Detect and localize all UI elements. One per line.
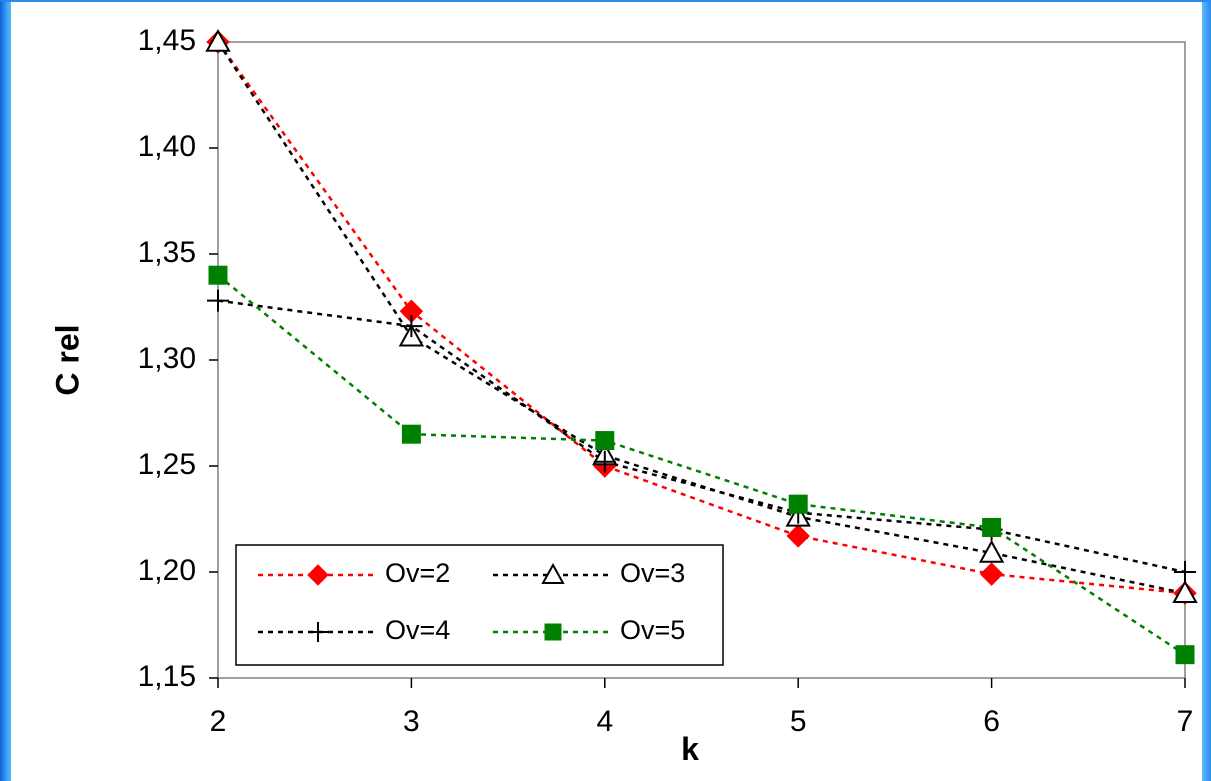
series-3-point: [207, 289, 229, 312]
legend-marker: [308, 622, 328, 642]
y-tick-label: 1,25: [138, 448, 196, 481]
series-layer: [205, 28, 1198, 665]
y-tick-label: 1,20: [138, 554, 196, 587]
series-line-3: [217, 299, 1186, 574]
series-2-point: [205, 28, 231, 52]
series-4-point: [982, 517, 1002, 537]
legend-box: [235, 544, 724, 666]
x-tick-label: 6: [983, 705, 1000, 738]
legend-entry-3: Ov=4: [258, 615, 450, 645]
legend-marker: [307, 564, 329, 586]
series-3-point: [400, 315, 423, 338]
y-tick-label: 1,35: [138, 236, 196, 269]
legend-entry-2: Ov=3: [493, 558, 685, 588]
x-tick-label: 7: [1177, 705, 1194, 738]
y-tick-label: 1,30: [138, 342, 196, 375]
y-axis-title: C rel: [49, 324, 85, 395]
legend-entry-4: Ov=5: [493, 615, 685, 645]
legend-marker: [541, 562, 565, 584]
series-1-point: [786, 524, 810, 548]
legend-label: Ov=4: [385, 615, 450, 645]
y-tick-label: 1,40: [138, 130, 196, 163]
series-3-point: [593, 450, 616, 473]
x-axis-title: k: [681, 731, 699, 767]
legend-label: Ov=5: [620, 615, 685, 645]
series-1-point: [979, 562, 1004, 586]
series-line-1: [216, 41, 1186, 595]
y-tick-label: 1,15: [138, 660, 196, 693]
legend-label: Ov=3: [620, 558, 685, 588]
series-4-point: [1175, 645, 1195, 665]
series-3-point: [1174, 561, 1196, 583]
series-2-point: [978, 539, 1005, 563]
legend: Ov=2 Ov=3 Ov=4 Ov=5: [235, 544, 724, 666]
legend-marker: [544, 623, 562, 641]
axes: 1,15 1,20 1,25 1,30 1,35 1,40 1,45 2 3 4 5 6 7: [138, 24, 1194, 738]
legend-entry-1: Ov=2: [258, 558, 450, 588]
series-4-point: [208, 265, 228, 285]
x-tick-label: 4: [596, 705, 613, 738]
series-2-point: [1172, 580, 1198, 603]
x-tick-label: 5: [790, 705, 807, 738]
series-4-point: [595, 431, 615, 451]
series-4-point: [788, 494, 808, 514]
y-tick-label: 1,45: [138, 24, 196, 57]
series-line-4: [217, 274, 1186, 656]
legend-label: Ov=2: [385, 558, 450, 588]
series-4-point: [401, 424, 421, 444]
x-tick-label: 2: [210, 705, 227, 738]
x-tick-label: 3: [403, 705, 420, 738]
